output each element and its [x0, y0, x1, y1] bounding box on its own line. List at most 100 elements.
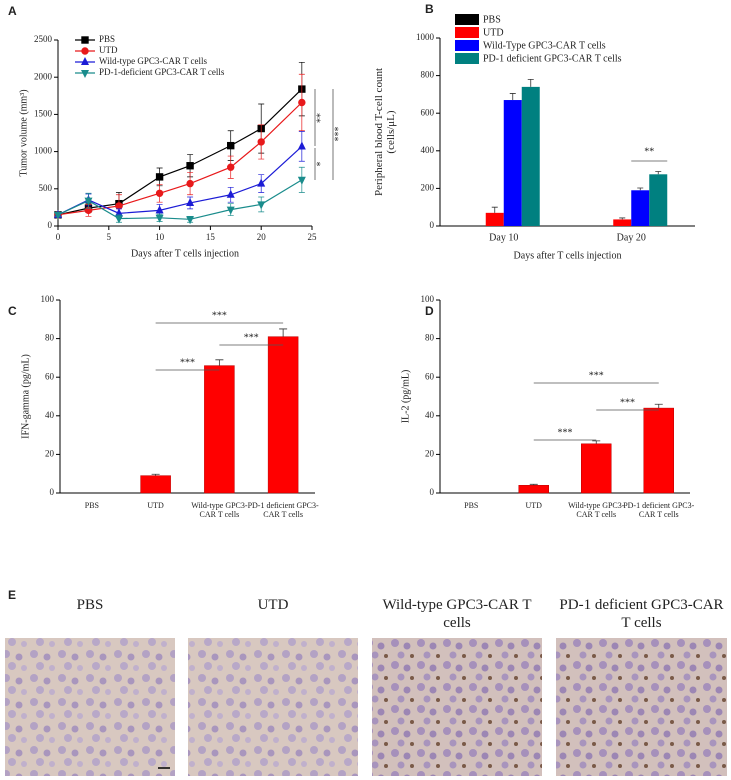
y-axis-label: IL-2 (pg/mL): [400, 370, 411, 424]
x-tick-label: 25: [308, 232, 318, 242]
y-tick-label: 1000: [34, 146, 53, 156]
x-tick-label-box: UTD: [147, 502, 163, 510]
error-bar: [529, 483, 538, 486]
series-line: [57, 88, 303, 216]
marker: [297, 141, 306, 150]
significance-label: ***: [589, 370, 604, 381]
error-bar: [279, 328, 288, 337]
x-axis-label: Days after T cells injection: [514, 250, 622, 261]
x-tick-label: 15: [206, 232, 216, 242]
y-tick-label: 60: [425, 371, 435, 381]
x-tick-label: PBS: [464, 502, 479, 510]
image-label: Wild-type GPC3-CAR T cells: [382, 597, 532, 631]
y-tick-label: 2500: [34, 34, 53, 44]
y-tick-label: 20: [45, 448, 55, 458]
x-tick-label-box: Wild-type GPC3-CAR T cells: [568, 502, 625, 519]
x-tick-label-box: PBS: [464, 502, 479, 510]
marker: [227, 141, 235, 150]
image-label-box: Wild-type GPC3-CAR T cells: [382, 597, 532, 631]
legend-marker: [80, 57, 90, 66]
error-bar: [655, 171, 662, 175]
x-tick-label: Wild-type GPC3-CAR T cells: [191, 502, 248, 519]
error-bar: [527, 78, 534, 87]
panel-label: E: [8, 588, 16, 602]
y-tick-label: 0: [430, 220, 435, 230]
x-tick-label: 10: [155, 232, 165, 242]
image-label: PD-1 deficient GPC3-CAR T cells: [559, 597, 724, 631]
significance-label: ***: [212, 310, 227, 321]
marker: [186, 197, 195, 206]
bar: [518, 485, 549, 494]
marker: [155, 214, 164, 223]
error-bar: [619, 217, 626, 220]
y-tick-label: 40: [45, 410, 55, 420]
micrograph: [5, 638, 175, 776]
bar: [267, 336, 299, 494]
bar: [631, 190, 650, 226]
x-axis-label: Days after T cells injection: [131, 248, 239, 259]
bar: [649, 174, 668, 226]
y-axis-label: Peripheral blood T-cell count (cells/μL): [373, 68, 398, 196]
error-bar: [151, 473, 160, 476]
significance-label: ***: [333, 127, 344, 142]
bar: [204, 365, 235, 494]
series-line: [57, 179, 303, 220]
x-tick-label-box: Wild-type GPC3-CAR T cells: [191, 502, 248, 519]
significance-label: **: [315, 113, 326, 123]
y-tick-label: 100: [421, 294, 435, 304]
error-bar: [654, 403, 663, 409]
marker: [186, 162, 194, 170]
legend-label: Wild-type GPC3-CAR T cells: [99, 56, 208, 66]
legend-swatch: [455, 27, 479, 38]
micrograph: [556, 638, 727, 776]
y-tick-label: 800: [421, 70, 435, 80]
panel-label: D: [425, 304, 434, 318]
bar: [643, 407, 674, 494]
y-tick-label: 40: [425, 410, 435, 420]
marker: [257, 201, 266, 210]
image-label-box: PD-1 deficient GPC3-CAR T cells: [559, 597, 724, 631]
x-tick-label: Wild-type GPC3-CAR T cells: [568, 502, 625, 519]
marker: [297, 176, 306, 185]
image-label-box: PBS: [77, 597, 104, 613]
error-bar: [637, 187, 644, 191]
legend-marker: [81, 36, 89, 44]
image-label: UTD: [257, 597, 289, 613]
legend-label: UTD: [99, 45, 118, 55]
marker: [186, 216, 195, 225]
x-tick-label-box: PBS: [85, 502, 99, 510]
significance-label: ***: [620, 397, 635, 408]
error-bar: [491, 206, 498, 213]
error-bar: [592, 440, 601, 444]
marker: [226, 189, 235, 198]
x-tick-label-box: UTD: [525, 502, 542, 510]
y-tick-label: 20: [425, 448, 435, 458]
legend-label: PD-1-deficient GPC3-CAR T cells: [99, 67, 225, 77]
y-tick-label: 80: [425, 333, 435, 343]
micrograph: [188, 638, 358, 776]
x-tick-label: Day 20: [617, 232, 646, 243]
panel-label: B: [425, 2, 434, 16]
series-line: [57, 145, 303, 216]
x-tick-label: 5: [107, 232, 112, 242]
image-label-box: UTD: [257, 597, 289, 613]
legend-label: PBS: [483, 14, 501, 25]
marker: [84, 197, 93, 206]
legend-label: PBS: [99, 34, 115, 44]
y-tick-label: 1500: [34, 108, 53, 118]
bar: [485, 212, 504, 226]
marker: [186, 179, 194, 188]
marker: [227, 163, 235, 171]
legend-label: Wild-Type GPC3-CAR T cells: [483, 40, 606, 51]
bar: [581, 443, 612, 494]
significance-label: ***: [558, 427, 573, 438]
y-tick-label: 100: [41, 294, 55, 304]
error-bar: [215, 359, 224, 366]
panel-label: C: [8, 304, 17, 318]
x-tick-label: UTD: [525, 502, 542, 510]
y-tick-label: 0: [50, 487, 55, 497]
legend-marker: [81, 47, 89, 55]
x-tick-label: PD-1 deficient GPC3-CAR T cells: [247, 502, 319, 519]
marker: [298, 98, 306, 107]
